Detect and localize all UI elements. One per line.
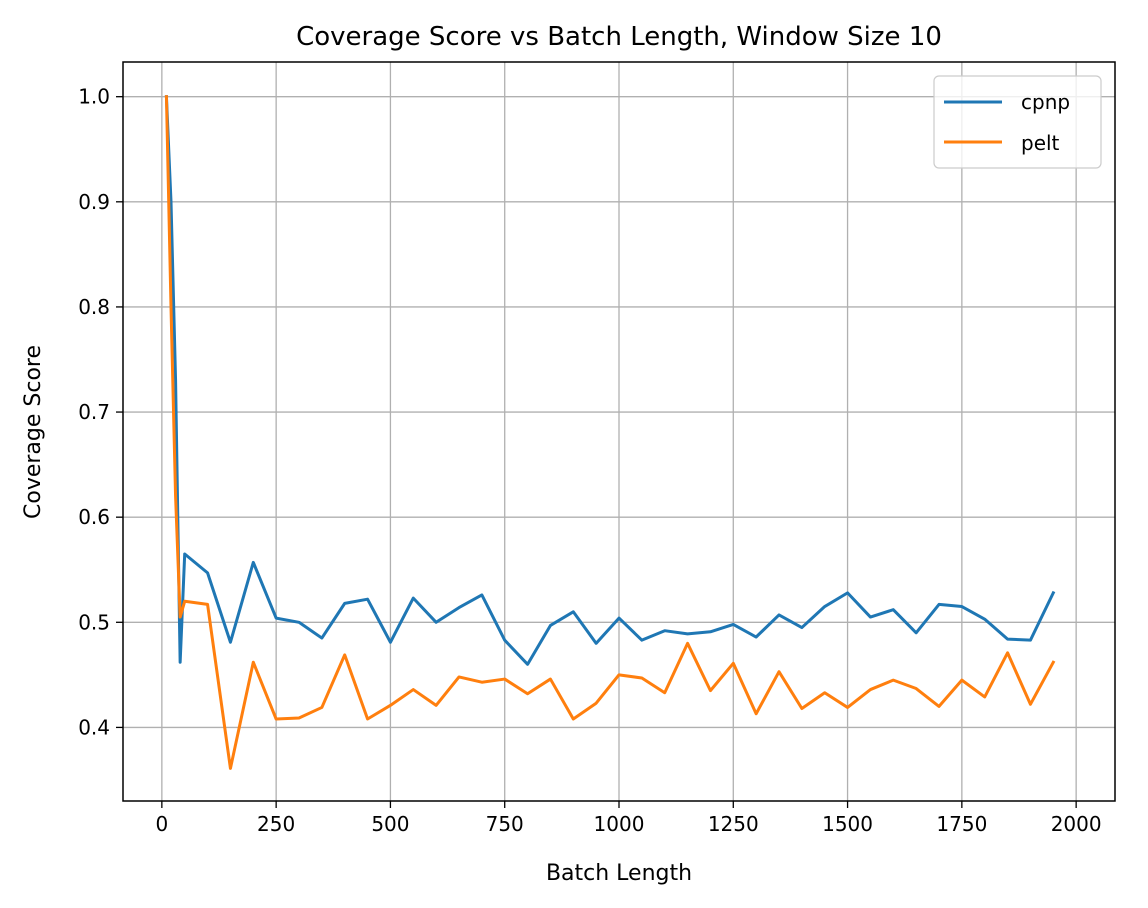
series-lines (164, 95, 1056, 770)
y-tick-label: 0.7 (78, 400, 110, 424)
y-tick-label: 0.8 (78, 295, 110, 319)
x-axis-ticks: 0 250 500 750 1000 1250 1500 1750 2000 (155, 801, 1102, 836)
series-line-cpnp (164, 95, 1056, 666)
y-tick-label: 1.0 (78, 85, 110, 109)
legend-label-cpnp: cpnp (1021, 90, 1070, 114)
y-axis-ticks: 0.4 0.5 0.6 0.7 0.8 0.9 1.0 (78, 85, 123, 739)
legend-label-pelt: pelt (1021, 131, 1060, 155)
y-axis-label: Coverage Score (21, 345, 46, 519)
x-tick-label: 1500 (822, 812, 873, 836)
grid (123, 62, 1115, 801)
y-tick-label: 0.9 (78, 190, 110, 214)
x-tick-label: 500 (371, 812, 409, 836)
x-tick-label: 1250 (708, 812, 759, 836)
y-tick-label: 0.4 (78, 715, 110, 739)
legend: cpnp pelt (933, 75, 1102, 169)
x-tick-label: 2000 (1051, 812, 1102, 836)
y-tick-label: 0.6 (78, 505, 110, 529)
series-line-pelt (164, 95, 1056, 770)
x-tick-label: 1000 (594, 812, 645, 836)
chart-title: Coverage Score vs Batch Length, Window S… (296, 22, 942, 52)
x-tick-label: 750 (486, 812, 524, 836)
x-tick-label: 1750 (936, 812, 987, 836)
legend-box (933, 75, 1102, 169)
x-axis-label: Batch Length (546, 861, 692, 886)
x-tick-label: 250 (257, 812, 295, 836)
x-tick-label: 0 (155, 812, 168, 836)
y-tick-label: 0.5 (78, 610, 110, 634)
